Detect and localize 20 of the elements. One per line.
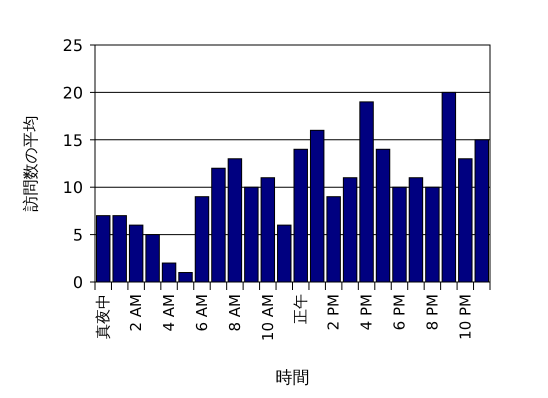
y-axis-title: 訪問数の平均: [21, 116, 40, 212]
x-tick-label: 真夜中: [94, 294, 112, 339]
x-tick-label: 8 PM: [423, 294, 442, 330]
x-tick-label: 2 AM: [127, 294, 146, 332]
y-tick-label: 20: [62, 83, 83, 102]
x-axis-title: 時間: [276, 368, 310, 388]
x-tick-label: 4 PM: [358, 294, 376, 330]
x-tick-label: 正午: [292, 294, 310, 324]
x-tick-label: 2 PM: [324, 294, 343, 330]
y-tick-label: 25: [62, 36, 83, 55]
y-tick-label: 0: [72, 273, 83, 292]
x-tick-label: 10 AM: [258, 294, 277, 342]
x-tick-label: 4 AM: [160, 294, 178, 332]
x-tick-label: 6 PM: [390, 294, 408, 330]
y-tick-label: 15: [62, 130, 83, 150]
y-tick-label: 10: [62, 178, 83, 198]
x-tick-label: 10 PM: [456, 294, 474, 340]
x-tick-label: 6 AM: [192, 294, 211, 332]
x-tick-label: 8 AM: [226, 294, 244, 332]
y-tick-label: 5: [72, 226, 83, 245]
